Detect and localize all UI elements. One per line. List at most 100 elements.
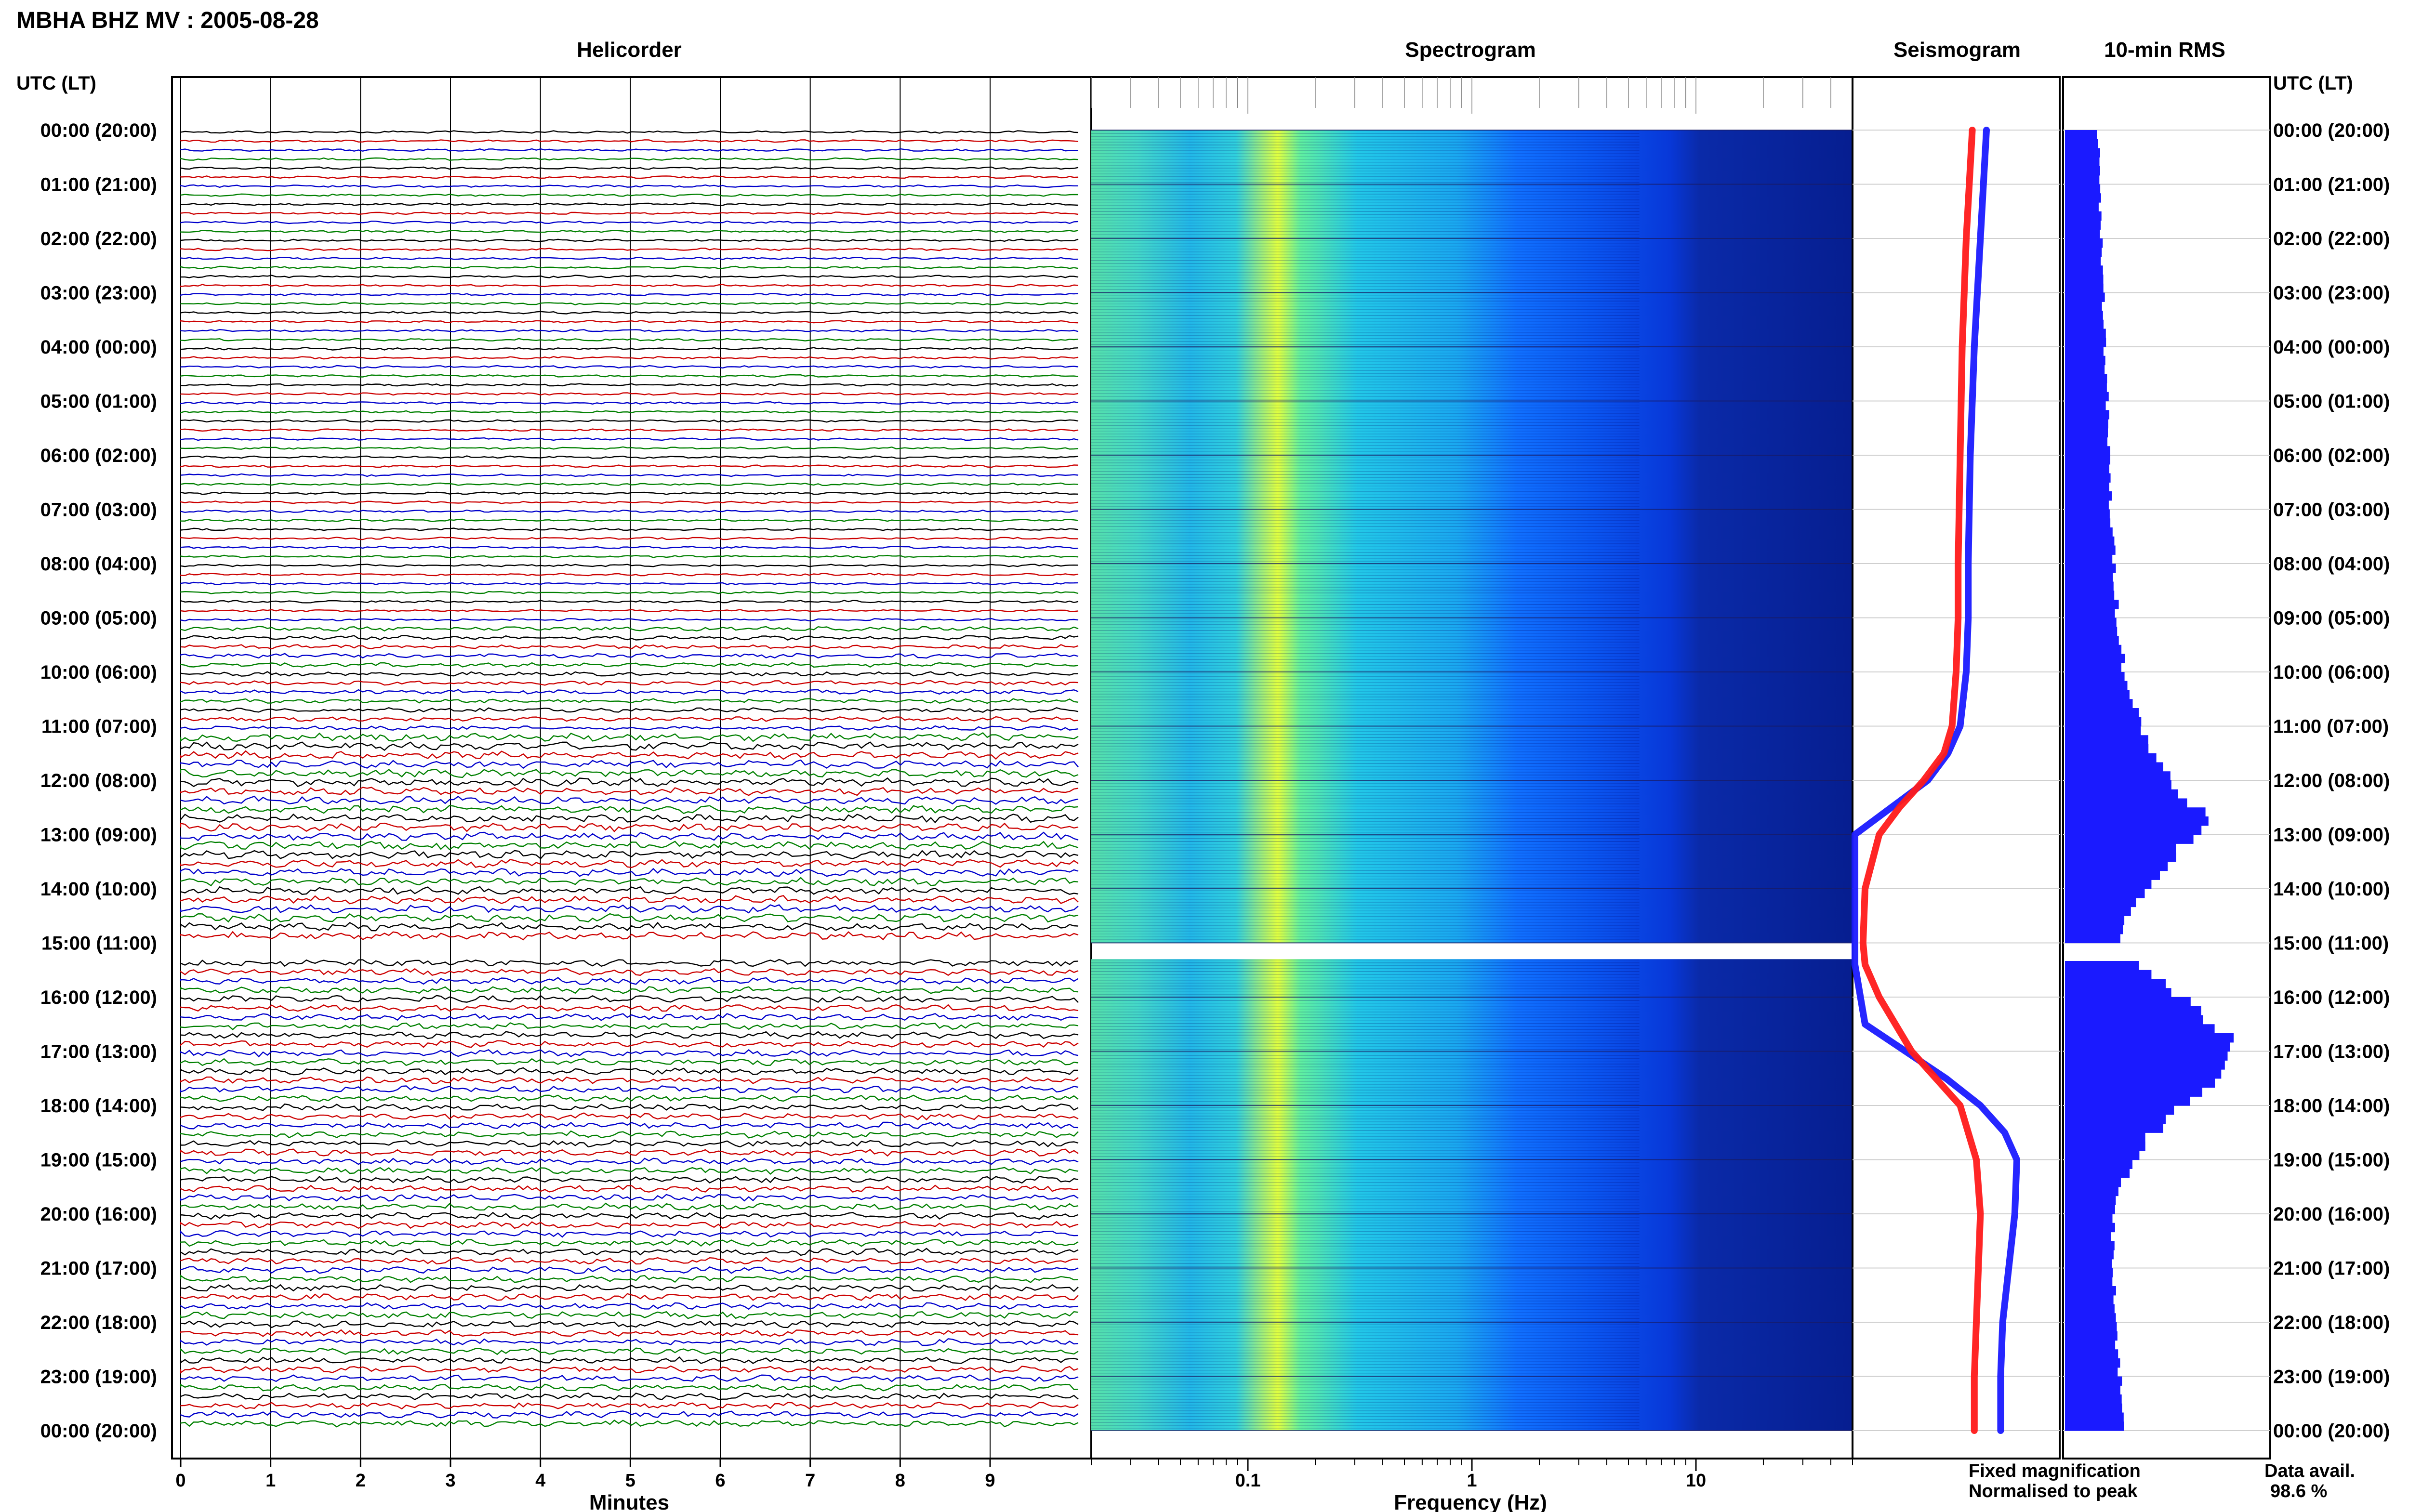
spectrogram-texture xyxy=(1091,512,1640,513)
helicorder-trace xyxy=(180,482,1079,486)
right-time-label: 01:00 (21:00) xyxy=(2273,174,2390,196)
helicorder-trace xyxy=(180,662,1079,668)
rms-bar xyxy=(2065,861,2168,871)
spectrogram-texture xyxy=(1091,1419,1640,1420)
spectrogram-texture xyxy=(1091,624,1640,625)
seismogram-title: Seismogram xyxy=(1893,38,2021,62)
rms-bar xyxy=(2065,880,2152,889)
spectrogram-texture xyxy=(1091,1373,1640,1374)
spectrogram-texture xyxy=(1091,873,1640,874)
rms-bar xyxy=(2065,681,2128,691)
right-time-label: 20:00 (16:00) xyxy=(2273,1204,2390,1225)
spectrogram-texture xyxy=(1091,1298,1640,1299)
spectrogram-texture xyxy=(1091,1381,1640,1382)
spectrogram-texture xyxy=(1091,783,1640,784)
helicorder-trace xyxy=(180,741,1079,751)
helicorder-trace xyxy=(180,1410,1079,1419)
rms-bar xyxy=(2065,383,2107,393)
left-time-labels: 00:00 (20:00) 01:00 (21:00) 02:00 (22:00) 0… xyxy=(40,120,157,1442)
helicorder-trace xyxy=(180,157,1079,161)
spectrogram-texture xyxy=(1091,1098,1640,1099)
spectrogram-texture xyxy=(1091,775,1640,776)
helicorder-trace xyxy=(180,365,1079,369)
spectrogram-texture xyxy=(1091,457,1640,458)
spectrogram-texture xyxy=(1091,538,1640,539)
spectrogram-texture xyxy=(1091,1107,1640,1108)
helicorder-trace xyxy=(180,1194,1079,1202)
rms-bar xyxy=(2065,735,2148,745)
spectrogram-texture xyxy=(1091,1260,1640,1261)
helicorder-trace xyxy=(180,725,1079,731)
spectrogram-texture xyxy=(1091,679,1640,680)
spectrogram-texture xyxy=(1091,168,1640,169)
spectrogram-texture xyxy=(1091,1338,1640,1339)
spectrogram-texture xyxy=(1091,1237,1640,1238)
helicorder-trace xyxy=(180,1248,1079,1256)
rms-bar xyxy=(2065,220,2101,230)
spectrogram-texture xyxy=(1091,223,1640,224)
spectrogram-texture xyxy=(1091,1014,1640,1015)
spectrogram-texture xyxy=(1091,1251,1640,1252)
spectrogram-texture xyxy=(1091,743,1640,744)
spectrogram-texture xyxy=(1091,835,1640,836)
spectrogram-texture xyxy=(1091,1324,1640,1325)
helicorder-trace xyxy=(180,1356,1079,1364)
helicorder-trace xyxy=(180,1103,1079,1112)
spectrogram-texture xyxy=(1091,1301,1640,1302)
spectrogram-texture xyxy=(1091,974,1640,975)
spectrogram-texture xyxy=(1091,893,1640,894)
rms-bar xyxy=(2065,1123,2163,1133)
spectrogram-texture xyxy=(1091,220,1640,221)
spectrogram-texture xyxy=(1091,1327,1640,1328)
right-time-label: 19:00 (15:00) xyxy=(2273,1150,2390,1171)
spectrogram-texture xyxy=(1091,1078,1640,1079)
spectrogram-texture xyxy=(1091,355,1640,356)
minute-tick-label: 3 xyxy=(445,1471,455,1491)
spectrogram-texture xyxy=(1091,569,1640,570)
rms-bar xyxy=(2065,618,2117,627)
right-time-label: 16:00 (12:00) xyxy=(2273,987,2390,1008)
spectrogram-texture xyxy=(1091,214,1640,215)
spectrogram-texture xyxy=(1091,246,1640,247)
rms-bar xyxy=(2065,979,2166,988)
spectrogram-texture xyxy=(1091,1254,1640,1255)
spectrogram-texture xyxy=(1091,251,1640,252)
spectrogram-texture xyxy=(1091,801,1640,802)
helicorder-trace xyxy=(180,1402,1079,1410)
spectrogram-texture xyxy=(1091,188,1640,189)
left-time-label: 18:00 (14:00) xyxy=(40,1095,157,1117)
spectrogram-texture xyxy=(1091,549,1640,550)
helicorder-trace xyxy=(180,804,1079,815)
spectrogram-texture xyxy=(1091,1355,1640,1356)
helicorder-trace xyxy=(180,184,1078,188)
spectrogram-texture xyxy=(1091,1064,1640,1065)
spectrogram-texture xyxy=(1091,1139,1640,1140)
spectrogram-texture xyxy=(1091,757,1640,758)
rms-bar xyxy=(2065,1105,2174,1115)
rms-bar xyxy=(2065,148,2100,158)
spectrogram-texture xyxy=(1091,1283,1640,1284)
spectrogram-texture xyxy=(1091,448,1640,449)
spectrogram-texture xyxy=(1091,665,1640,666)
helicorder-trace xyxy=(180,148,1079,152)
spectrogram-texture xyxy=(1091,1061,1640,1062)
left-time-label: 06:00 (02:00) xyxy=(40,445,157,466)
rms-bar xyxy=(2065,834,2194,844)
helicorder-trace xyxy=(180,732,1079,742)
helicorder-trace xyxy=(180,1157,1079,1166)
spectrogram-texture xyxy=(1091,462,1640,463)
spectrogram-texture xyxy=(1091,699,1640,700)
spectrogram-texture xyxy=(1091,818,1640,819)
spectrogram-texture xyxy=(1091,717,1640,718)
spectrogram-texture xyxy=(1091,303,1640,304)
rms-bar xyxy=(2065,925,2123,934)
helicorder-trace xyxy=(180,491,1079,495)
rms-bar xyxy=(2065,1205,2115,1214)
left-time-label: 07:00 (03:00) xyxy=(40,500,157,521)
spectrogram-texture xyxy=(1091,1422,1640,1423)
spectrogram-texture xyxy=(1091,1118,1640,1119)
rms-bar xyxy=(2065,627,2118,636)
spectrogram-texture xyxy=(1091,795,1640,796)
rms-bar xyxy=(2065,157,2100,167)
right-time-label: 03:00 (23:00) xyxy=(2273,283,2390,304)
